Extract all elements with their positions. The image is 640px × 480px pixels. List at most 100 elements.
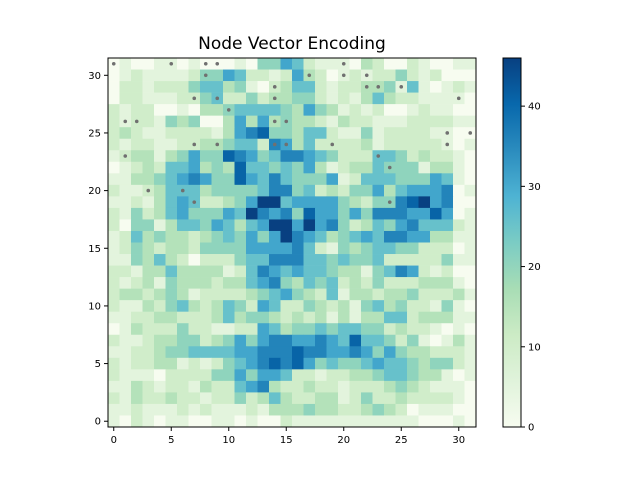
- heatmap-cell: [154, 334, 166, 347]
- heatmap-cell: [315, 403, 327, 416]
- heatmap-cell: [108, 92, 120, 105]
- node-marker: [307, 73, 312, 78]
- heatmap-cell: [453, 207, 465, 220]
- heatmap-cell: [257, 69, 270, 82]
- heatmap-cell: [131, 392, 143, 405]
- heatmap-cell: [418, 357, 431, 370]
- heatmap-cell: [108, 323, 120, 336]
- heatmap-cell: [384, 311, 396, 324]
- heatmap-cell: [315, 138, 327, 151]
- heatmap-cell: [361, 115, 373, 128]
- heatmap-cell: [326, 184, 339, 197]
- heatmap-cell: [361, 346, 373, 359]
- heatmap-cell: [200, 380, 212, 393]
- heatmap-cell: [430, 58, 442, 70]
- heatmap-cell: [108, 277, 120, 289]
- heatmap-cell: [211, 242, 224, 255]
- node-marker: [169, 61, 174, 66]
- heatmap-cell: [430, 219, 442, 232]
- heatmap-cell: [246, 127, 258, 140]
- heatmap-cell: [384, 92, 396, 105]
- heatmap-cell: [131, 242, 143, 255]
- heatmap-cell: [418, 323, 431, 336]
- heatmap-cell: [234, 230, 247, 243]
- heatmap-cell: [395, 161, 408, 174]
- heatmap-cell: [430, 161, 442, 174]
- node-marker: [341, 73, 346, 78]
- heatmap-cell: [349, 288, 362, 301]
- heatmap-cell: [280, 403, 293, 416]
- heatmap-cell: [188, 173, 201, 186]
- heatmap-cell: [453, 346, 465, 359]
- heatmap-cell: [292, 173, 304, 186]
- heatmap-cell: [338, 115, 350, 128]
- heatmap-cell: [441, 81, 454, 93]
- heatmap-cell: [453, 115, 465, 128]
- heatmap-cell: [119, 346, 132, 359]
- heatmap-cell: [292, 58, 304, 70]
- heatmap-cell: [131, 254, 143, 266]
- heatmap-cell: [280, 219, 293, 232]
- heatmap-cell: [384, 392, 396, 405]
- heatmap-cell: [441, 242, 454, 255]
- heatmap-cell: [223, 127, 235, 140]
- heatmap-cell: [154, 392, 166, 405]
- heatmap-cell: [407, 346, 419, 359]
- heatmap-cell: [246, 92, 258, 105]
- heatmap-cell: [108, 184, 120, 197]
- heatmap-cell: [292, 207, 304, 220]
- heatmap-cell: [211, 230, 224, 243]
- heatmap-cell: [119, 369, 132, 382]
- heatmap-cell: [257, 369, 270, 382]
- heatmap-cell: [326, 115, 339, 128]
- heatmap-cell: [441, 207, 454, 220]
- heatmap-cell: [211, 161, 224, 174]
- node-marker: [134, 119, 139, 124]
- heatmap-cell: [211, 104, 224, 116]
- heatmap-cell: [372, 403, 385, 416]
- heatmap-cell: [257, 173, 270, 186]
- heatmap-cell: [453, 334, 465, 347]
- heatmap-cell: [177, 230, 189, 243]
- heatmap-cell: [303, 104, 316, 116]
- heatmap-cell: [131, 357, 143, 370]
- heatmap-cell: [395, 173, 408, 186]
- heatmap-cell: [361, 173, 373, 186]
- heatmap-cell: [234, 81, 247, 93]
- heatmap-cell: [188, 346, 201, 359]
- heatmap-cell: [395, 207, 408, 220]
- node-marker: [111, 61, 116, 66]
- node-marker: [215, 142, 220, 147]
- heatmap-cell: [177, 254, 189, 266]
- heatmap-cell: [269, 207, 281, 220]
- heatmap-cell: [280, 184, 293, 197]
- heatmap-cell: [246, 288, 258, 301]
- heatmap-cell: [372, 104, 385, 116]
- heatmap-cell: [188, 69, 201, 82]
- heatmap-cell: [234, 415, 247, 428]
- heatmap-cell: [453, 104, 465, 116]
- heatmap-cell: [165, 403, 178, 416]
- heatmap-cell: [303, 196, 316, 209]
- heatmap-cell: [372, 230, 385, 243]
- heatmap-cell: [223, 346, 235, 359]
- heatmap-cell: [453, 369, 465, 382]
- heatmap-cell: [280, 207, 293, 220]
- heatmap-cell: [430, 196, 442, 209]
- heatmap-cell: [418, 288, 431, 301]
- heatmap-cell: [361, 380, 373, 393]
- heatmap-cell: [188, 277, 201, 289]
- heatmap-cell: [430, 277, 442, 289]
- heatmap-cell: [131, 92, 143, 105]
- heatmap-cell: [418, 334, 431, 347]
- heatmap-cell: [108, 115, 120, 128]
- heatmap-cell: [326, 369, 339, 382]
- heatmap-cell: [315, 58, 327, 70]
- heatmap-cell: [165, 138, 178, 151]
- heatmap-cell: [407, 403, 419, 416]
- heatmap-cell: [119, 173, 132, 186]
- heatmap-cell: [246, 184, 258, 197]
- heatmap-cell: [384, 58, 396, 70]
- heatmap-cell: [292, 161, 304, 174]
- heatmap-cell: [303, 334, 316, 347]
